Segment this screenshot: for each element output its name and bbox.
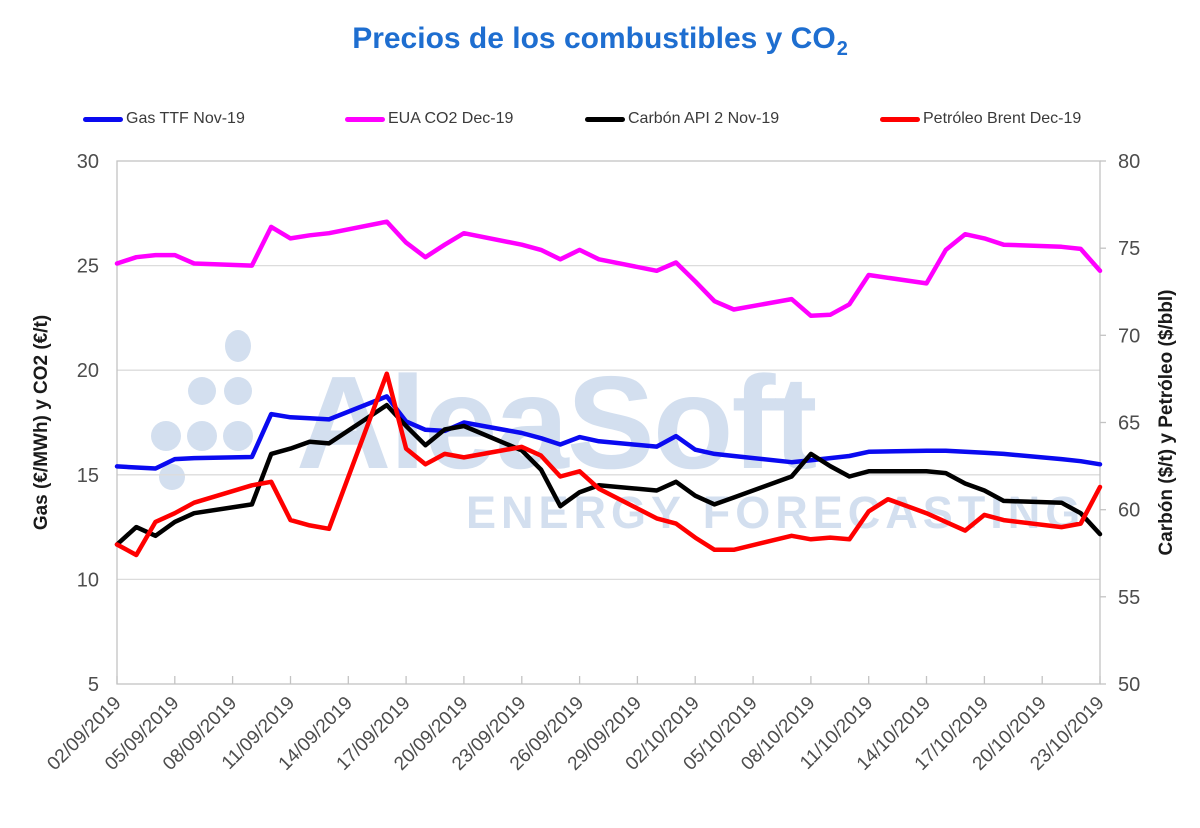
chart-title-text: Precios de los combustibles y CO — [352, 22, 836, 55]
legend-swatch-eua-co2 — [345, 116, 385, 122]
legend-item-gas-ttf: Gas TTF Nov-19 — [83, 110, 245, 128]
left-axis-tick-label: 25 — [77, 256, 99, 278]
legend-label: Gas TTF Nov-19 — [126, 110, 245, 127]
right-axis-title: Carbón ($/t) y Petróleo ($/bbl) — [1156, 289, 1177, 555]
left-axis-tick-label: 15 — [77, 465, 99, 487]
watermark-dot — [223, 421, 253, 451]
left-axis-tick-label: 30 — [77, 151, 99, 173]
series-line-carbon-api2 — [114, 402, 1103, 547]
right-axis-tick-label: 60 — [1118, 500, 1140, 522]
right-axis-tick-label: 65 — [1118, 413, 1140, 435]
right-axis-tick-label: 75 — [1118, 238, 1140, 260]
right-axis-tick-label: 55 — [1118, 587, 1140, 609]
legend-item-eua-co2: EUA CO2 Dec-19 — [345, 110, 513, 128]
watermark-dot — [224, 377, 252, 405]
left-axis-tick-label: 10 — [77, 569, 99, 591]
watermark-dot — [225, 330, 251, 362]
series-line-eua-co2 — [114, 219, 1103, 319]
chart-title: Precios de los combustibles y CO2 — [0, 22, 1200, 60]
left-axis-title: Gas (€/MWh) y CO2 (€/t) — [31, 315, 52, 530]
legend-swatch-petroleo-brent — [880, 116, 920, 122]
right-axis-tick-label: 50 — [1118, 674, 1140, 696]
legend-item-petroleo-brent: Petróleo Brent Dec-19 — [880, 110, 1081, 128]
legend-label: Carbón API 2 Nov-19 — [628, 110, 780, 127]
watermark-dot — [188, 377, 216, 405]
legend-swatch-carbon-api2 — [585, 116, 625, 122]
watermark-dot — [151, 421, 181, 451]
right-axis-tick-label: 70 — [1118, 325, 1140, 347]
right-axis-tick-label: 80 — [1118, 151, 1140, 173]
legend-label: Petróleo Brent Dec-19 — [923, 110, 1082, 127]
chart-title-subscript: 2 — [836, 38, 848, 60]
legend-swatch-gas-ttf — [83, 116, 123, 122]
legend-item-carbon-api2: Carbón API 2 Nov-19 — [585, 110, 779, 128]
legend-label: EUA CO2 Dec-19 — [388, 110, 514, 127]
watermark-dot — [159, 464, 185, 490]
watermark-dot — [187, 421, 217, 451]
left-axis-tick-label: 5 — [88, 674, 99, 696]
series-line-petroleo-brent — [114, 371, 1103, 558]
series-line-gas-ttf — [114, 394, 1103, 471]
left-axis-tick-label: 20 — [77, 360, 99, 382]
watermark-tagline-text: ENERGY FORECASTING — [466, 487, 1085, 538]
